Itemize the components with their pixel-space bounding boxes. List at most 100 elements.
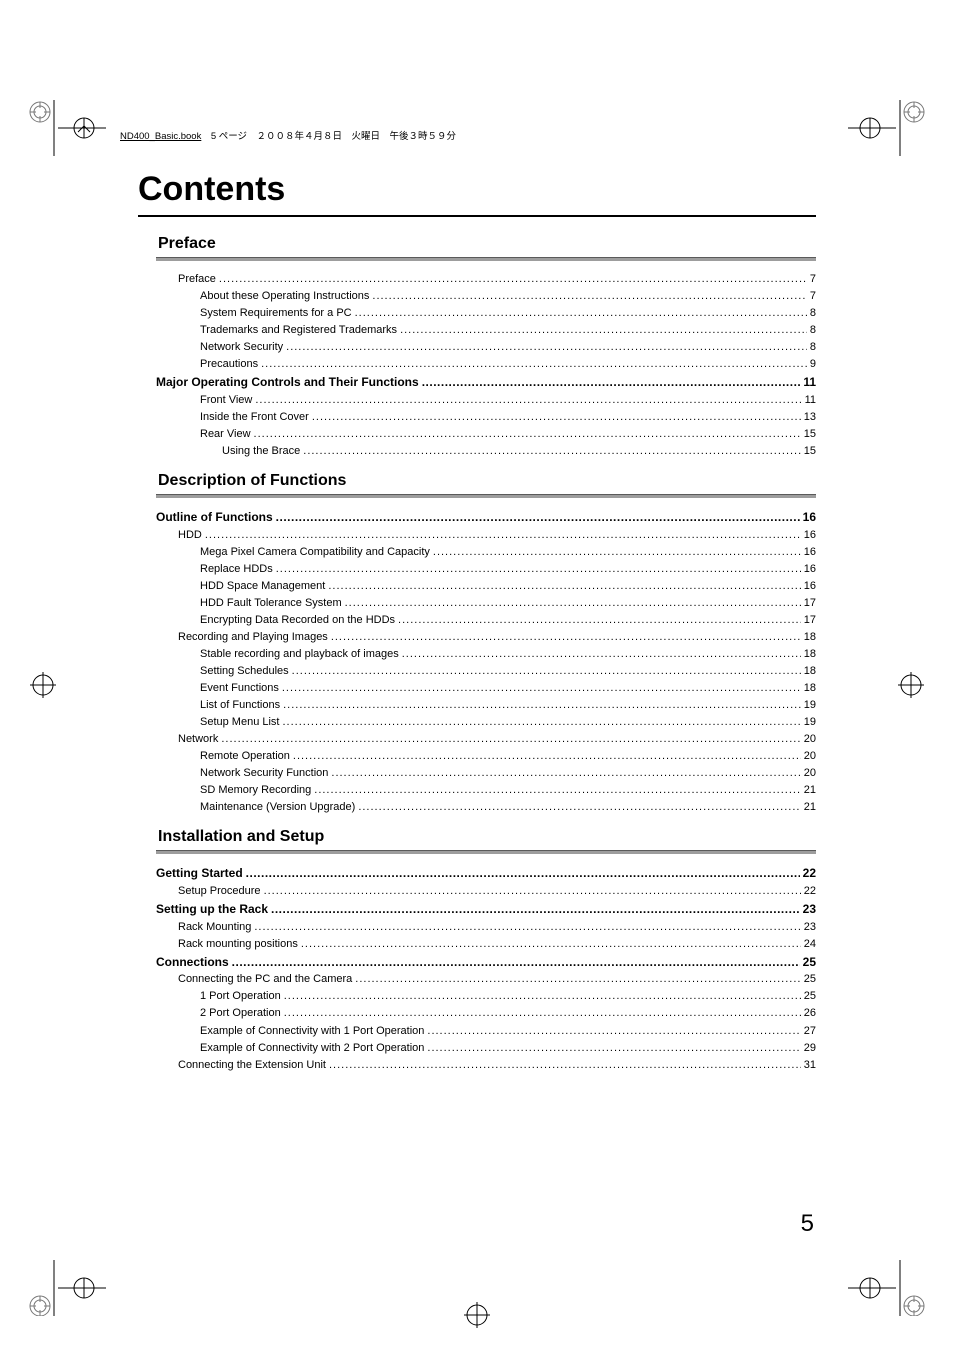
toc-row[interactable]: Connecting the PC and the Camera 25 bbox=[156, 971, 816, 988]
toc-leader-dots bbox=[282, 680, 801, 697]
toc-leader-dots bbox=[283, 697, 801, 714]
toc-row[interactable]: Setup Menu List 19 bbox=[156, 714, 816, 731]
toc-label: HDD Space Management bbox=[200, 578, 325, 595]
toc-page: 11 bbox=[803, 373, 816, 392]
toc-row[interactable]: Preface 7 bbox=[156, 271, 816, 288]
crop-mark-mid-left bbox=[28, 670, 58, 700]
toc-row[interactable]: System Requirements for a PC 8 bbox=[156, 305, 816, 322]
toc-row[interactable]: About these Operating Instructions 7 bbox=[156, 288, 816, 305]
page-number: 5 bbox=[801, 1210, 814, 1238]
toc-leader-dots bbox=[254, 919, 800, 936]
toc-page: 21 bbox=[804, 782, 816, 799]
doc-filename: ND400_Basic.book bbox=[120, 131, 201, 142]
toc-row[interactable]: Setting Schedules 18 bbox=[156, 663, 816, 680]
section-rule bbox=[156, 850, 816, 854]
toc-leader-dots bbox=[255, 392, 801, 409]
toc-leader-dots bbox=[283, 714, 801, 731]
toc-page: 23 bbox=[803, 900, 816, 919]
toc-row[interactable]: Rack mounting positions 24 bbox=[156, 936, 816, 953]
toc-row[interactable]: HDD 16 bbox=[156, 527, 816, 544]
toc-page: 17 bbox=[804, 595, 816, 612]
toc-page: 29 bbox=[804, 1040, 816, 1057]
toc-row[interactable]: List of Functions 19 bbox=[156, 697, 816, 714]
toc-page: 19 bbox=[804, 714, 816, 731]
toc-row[interactable]: HDD Fault Tolerance System 17 bbox=[156, 595, 816, 612]
toc-label: Major Operating Controls and Their Funct… bbox=[156, 373, 419, 392]
toc-page: 16 bbox=[804, 544, 816, 561]
toc-leader-dots bbox=[372, 288, 806, 305]
toc-row[interactable]: Remote Operation 20 bbox=[156, 748, 816, 765]
toc-row[interactable]: Example of Connectivity with 2 Port Oper… bbox=[156, 1040, 816, 1057]
page-title: Contents bbox=[138, 170, 816, 209]
toc-label: Event Functions bbox=[200, 680, 279, 697]
toc-row[interactable]: Network 20 bbox=[156, 731, 816, 748]
toc-leader-dots bbox=[276, 508, 800, 527]
toc-leader-dots bbox=[355, 971, 800, 988]
toc-leader-dots bbox=[303, 443, 800, 460]
toc-row[interactable]: Event Functions 18 bbox=[156, 680, 816, 697]
toc-leader-dots bbox=[427, 1023, 800, 1040]
toc-page: 15 bbox=[804, 443, 816, 460]
toc-leader-dots bbox=[398, 612, 801, 629]
toc-row[interactable]: SD Memory Recording 21 bbox=[156, 782, 816, 799]
toc-row[interactable]: Trademarks and Registered Trademarks 8 bbox=[156, 322, 816, 339]
page-content: Contents PrefacePreface 7About these Ope… bbox=[138, 170, 816, 1086]
toc-row[interactable]: Network Security 8 bbox=[156, 339, 816, 356]
toc-label: Setting Schedules bbox=[200, 663, 289, 680]
toc-label: Setup Procedure bbox=[178, 883, 261, 900]
toc-label: Setup Menu List bbox=[200, 714, 280, 731]
toc-page: 7 bbox=[810, 288, 816, 305]
toc-label: Outline of Functions bbox=[156, 508, 273, 527]
toc-label: Rack Mounting bbox=[178, 919, 251, 936]
toc-label: Remote Operation bbox=[200, 748, 290, 765]
toc-row[interactable]: Setting up the Rack 23 bbox=[156, 900, 816, 919]
toc-page: 20 bbox=[804, 765, 816, 782]
toc-row[interactable]: Connecting the Extension Unit 31 bbox=[156, 1057, 816, 1074]
crop-mark-top-right bbox=[848, 100, 926, 156]
toc-row[interactable]: Getting Started 22 bbox=[156, 864, 816, 883]
toc-page: 22 bbox=[804, 883, 816, 900]
toc-label: Example of Connectivity with 2 Port Oper… bbox=[200, 1040, 424, 1057]
toc-row[interactable]: Connections 25 bbox=[156, 953, 816, 972]
toc-row[interactable]: Stable recording and playback of images … bbox=[156, 646, 816, 663]
doc-meta: 5 ページ ２００８年４月８日 火曜日 午後３時５９分 bbox=[201, 131, 456, 142]
toc-leader-dots bbox=[402, 646, 801, 663]
crop-mark-mid-right bbox=[896, 670, 926, 700]
toc-label: HDD bbox=[178, 527, 202, 544]
toc-leader-dots bbox=[276, 561, 801, 578]
toc-row[interactable]: Setup Procedure 22 bbox=[156, 883, 816, 900]
toc-page: 16 bbox=[804, 561, 816, 578]
toc-row[interactable]: Network Security Function 20 bbox=[156, 765, 816, 782]
toc-row[interactable]: 2 Port Operation 26 bbox=[156, 1005, 816, 1022]
toc-label: Precautions bbox=[200, 356, 258, 373]
toc-row[interactable]: Maintenance (Version Upgrade) 21 bbox=[156, 799, 816, 816]
toc-leader-dots bbox=[422, 373, 801, 392]
toc-row[interactable]: Encrypting Data Recorded on the HDDs 17 bbox=[156, 612, 816, 629]
toc-row[interactable]: HDD Space Management 16 bbox=[156, 578, 816, 595]
toc-row[interactable]: Rear View 15 bbox=[156, 426, 816, 443]
toc-row[interactable]: Rack Mounting 23 bbox=[156, 919, 816, 936]
toc-row[interactable]: Front View 11 bbox=[156, 392, 816, 409]
toc-label: Setting up the Rack bbox=[156, 900, 268, 919]
toc-leader-dots bbox=[264, 883, 801, 900]
toc-row[interactable]: Example of Connectivity with 1 Port Oper… bbox=[156, 1023, 816, 1040]
toc-row[interactable]: Precautions 9 bbox=[156, 356, 816, 373]
toc-page: 20 bbox=[804, 748, 816, 765]
toc-row[interactable]: Replace HDDs 16 bbox=[156, 561, 816, 578]
toc-label: Using the Brace bbox=[222, 443, 300, 460]
toc-page: 13 bbox=[804, 409, 816, 426]
toc-page: 25 bbox=[804, 971, 816, 988]
section-heading: Description of Functions bbox=[158, 472, 816, 490]
toc-leader-dots bbox=[284, 988, 801, 1005]
toc-row[interactable]: Major Operating Controls and Their Funct… bbox=[156, 373, 816, 392]
toc-row[interactable]: Recording and Playing Images 18 bbox=[156, 629, 816, 646]
toc-row[interactable]: Inside the Front Cover 13 bbox=[156, 409, 816, 426]
toc-leader-dots bbox=[329, 1057, 801, 1074]
toc-page: 8 bbox=[810, 339, 816, 356]
toc-row[interactable]: Using the Brace 15 bbox=[156, 443, 816, 460]
toc-row[interactable]: Outline of Functions 16 bbox=[156, 508, 816, 527]
toc-label: Connections bbox=[156, 953, 229, 972]
toc-page: 20 bbox=[804, 731, 816, 748]
toc-row[interactable]: Mega Pixel Camera Compatibility and Capa… bbox=[156, 544, 816, 561]
toc-row[interactable]: 1 Port Operation 25 bbox=[156, 988, 816, 1005]
